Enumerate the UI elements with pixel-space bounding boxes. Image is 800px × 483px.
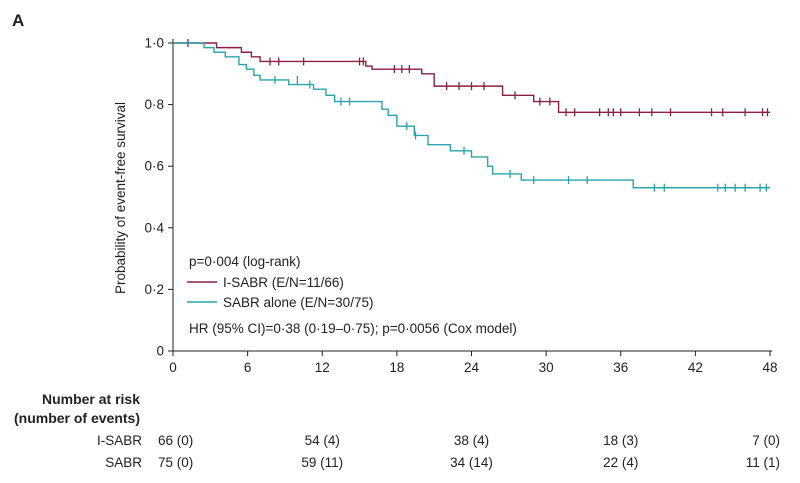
risk-value: 66 (0) — [158, 433, 193, 448]
risk-value: 7 (0) — [752, 433, 780, 448]
x-tick-label: 24 — [464, 360, 480, 375]
y-tick-label: 0·2 — [144, 282, 164, 297]
km-curve-sabr — [173, 42, 770, 189]
x-tick-label: 36 — [613, 360, 628, 375]
risk-row-label-sabr: SABR — [105, 455, 142, 470]
x-tick-label: 30 — [539, 360, 554, 375]
y-tick-label: 0 — [156, 344, 164, 359]
risk-value: 59 (11) — [301, 455, 343, 470]
x-tick-label: 0 — [169, 360, 177, 375]
risk-value: 54 (4) — [305, 433, 340, 448]
x-tick-label: 42 — [688, 360, 703, 375]
risk-table-subtitle: (number of events) — [14, 410, 140, 426]
x-tick-label: 12 — [315, 360, 330, 375]
y-tick-label: 0·6 — [144, 159, 164, 174]
risk-value: 22 (4) — [603, 455, 638, 470]
x-tick-label: 6 — [244, 360, 252, 375]
risk-table-title: Number at risk — [42, 391, 140, 407]
series-layer — [173, 39, 770, 192]
risk-value: 75 (0) — [158, 455, 193, 470]
legend-label-sabr: SABR alone (E/N=30/75) — [223, 295, 373, 310]
risk-values: 66 (0) 54 (4) 38 (4) 18 (3) 7 (0) 75 (0) 59 (1… — [158, 433, 780, 470]
x-tick-label: 48 — [762, 360, 777, 375]
risk-value: 34 (14) — [450, 455, 493, 470]
pvalue-annotation: p=0·004 (log-rank) — [189, 254, 300, 269]
panel-label: A — [12, 11, 24, 30]
risk-value: 38 (4) — [454, 433, 489, 448]
risk-value: 11 (1) — [746, 455, 780, 470]
hr-annotation: HR (95% CI)=0·38 (0·19–0·75); p=0·0056 (… — [189, 321, 517, 336]
axes: 0 0·2 0·4 0·6 0·8 1·0 0 6 12 18 24 30 36 42 48 — [144, 36, 777, 376]
y-tick-label: 0·4 — [144, 220, 164, 235]
y-axis-label: Probability of event-free survival — [113, 102, 128, 294]
risk-value: 18 (3) — [603, 433, 638, 448]
risk-row-label-isabr: I-SABR — [97, 433, 142, 448]
y-tick-label: 0·8 — [144, 97, 164, 112]
legend-label-isabr: I-SABR (E/N=11/66) — [223, 275, 344, 290]
km-curve-isabr — [173, 42, 770, 113]
y-tick-label: 1·0 — [144, 36, 164, 51]
x-tick-label: 18 — [389, 360, 404, 375]
